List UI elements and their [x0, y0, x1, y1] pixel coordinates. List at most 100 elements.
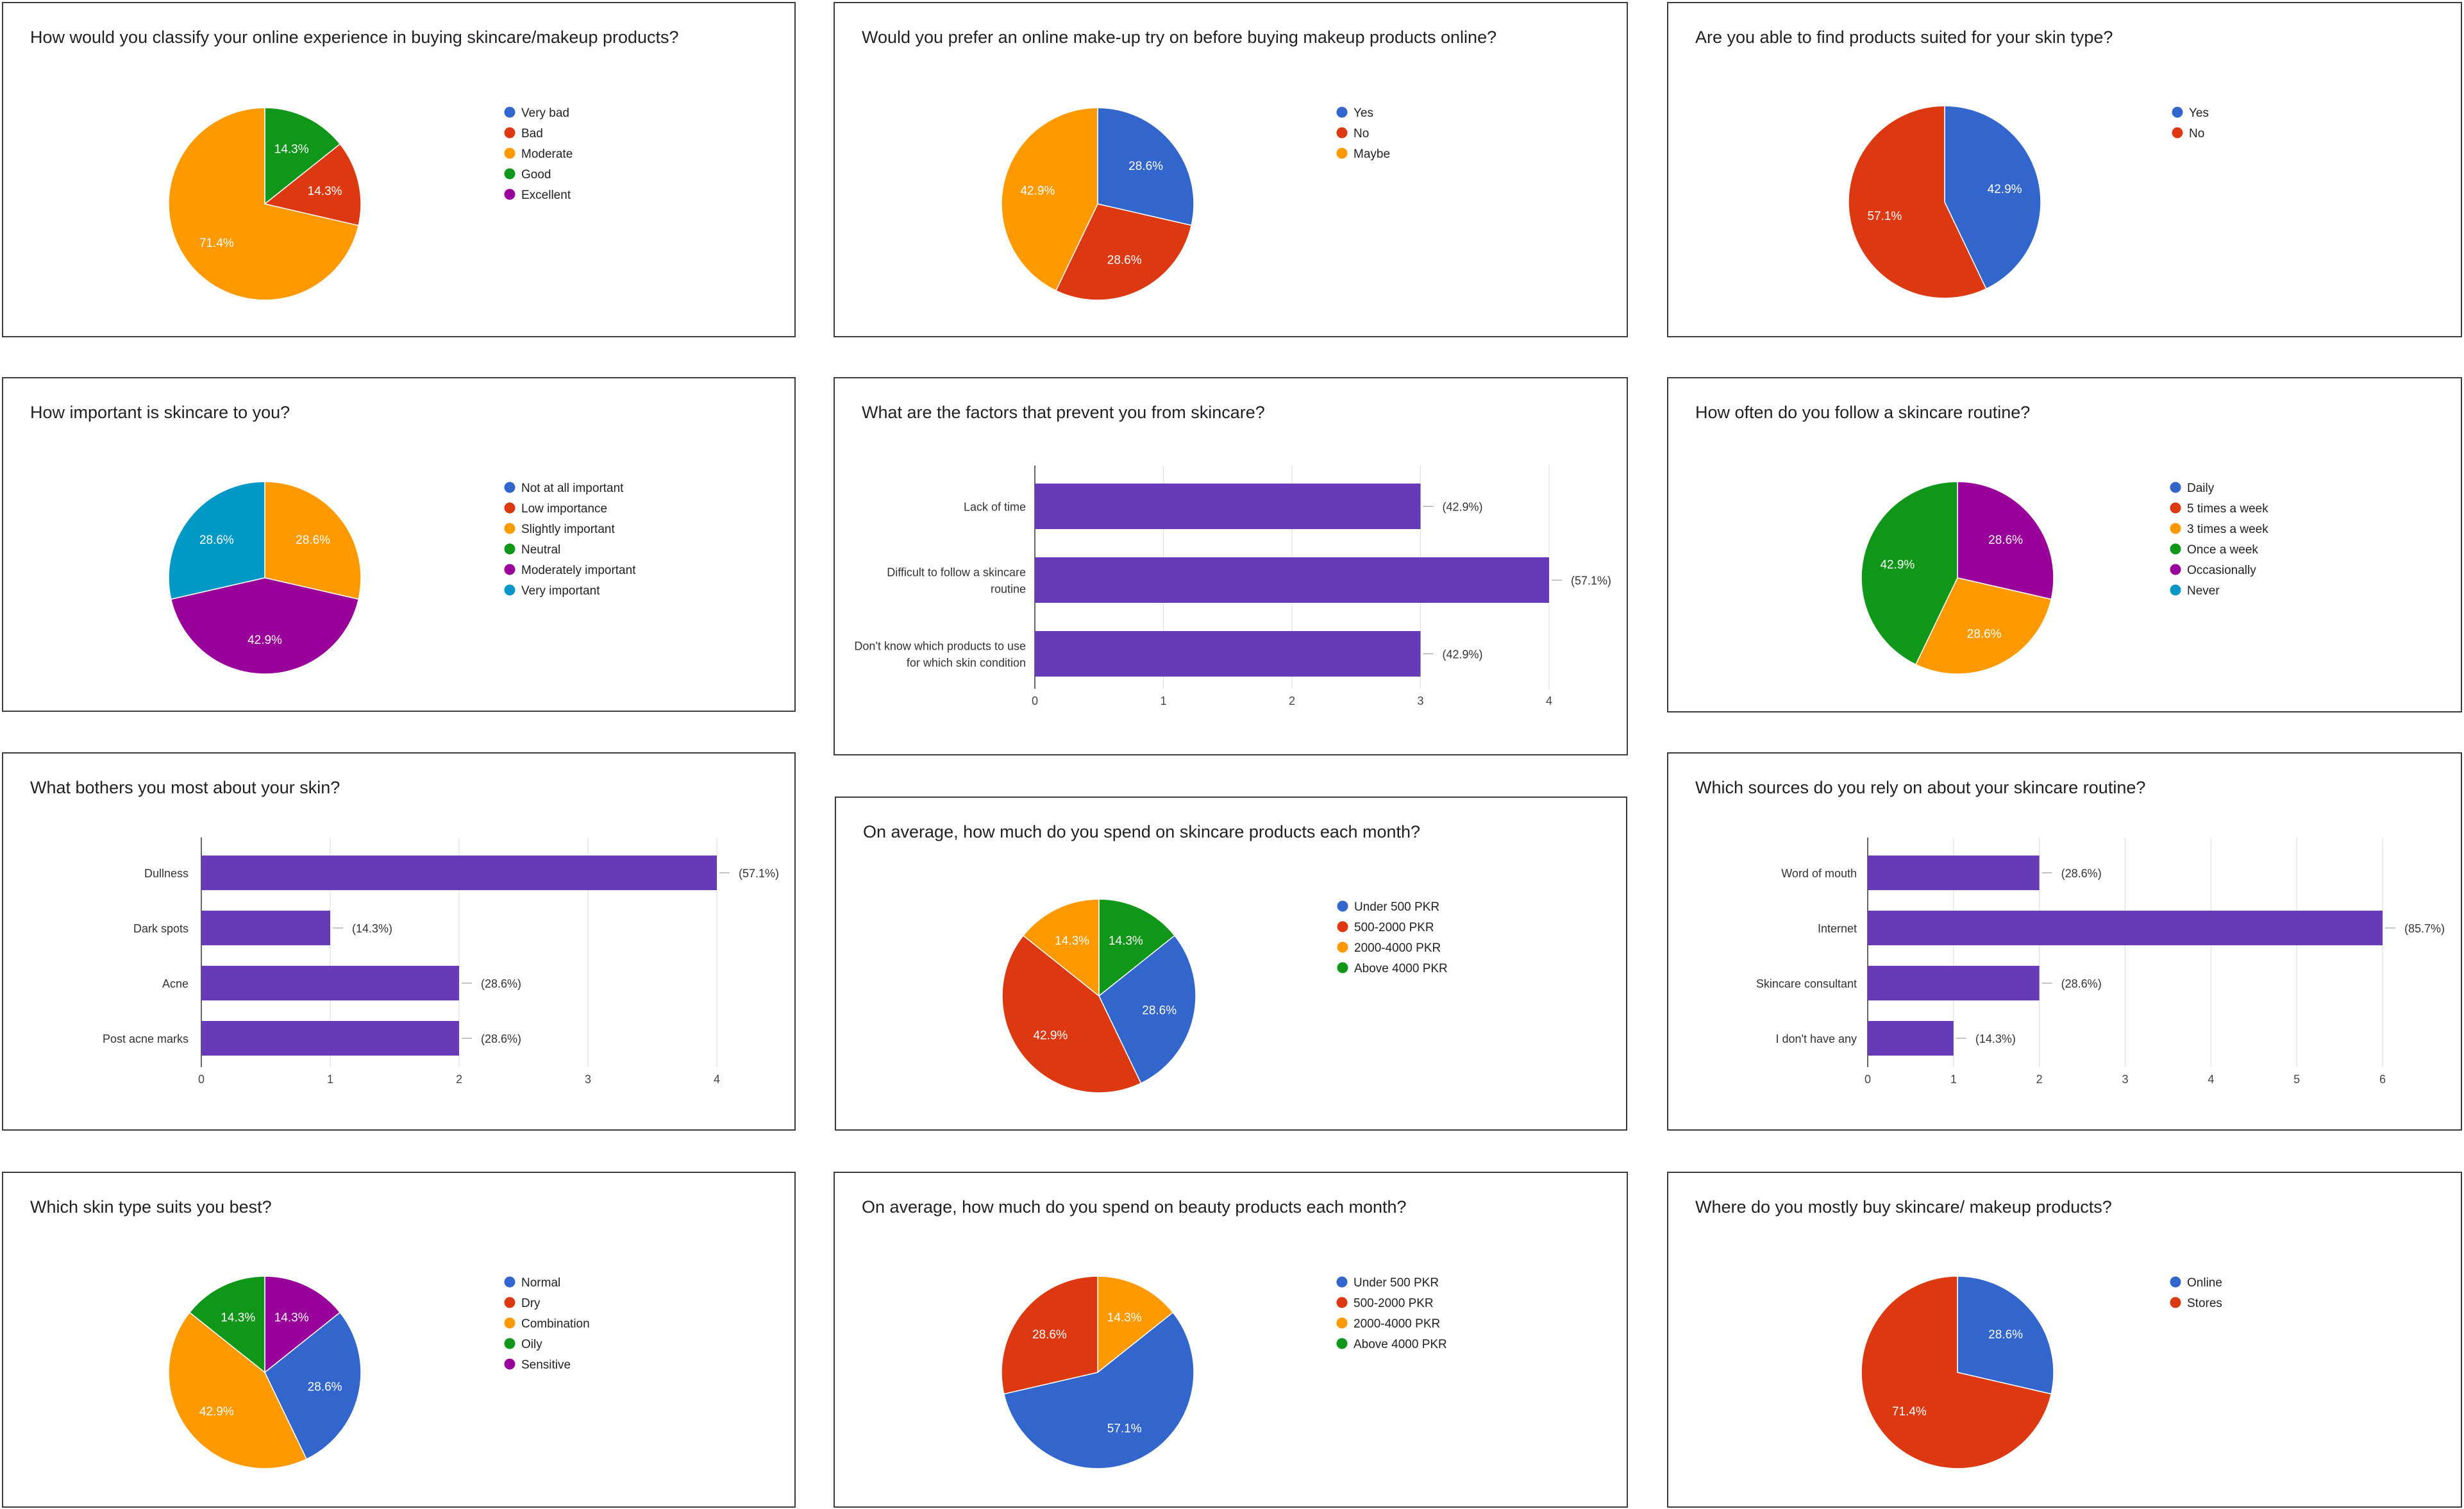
legend-swatch [2170, 1297, 2181, 1308]
pie-chart: 28.6% 28.6% 42.9% Yes No Maybe [1001, 106, 1390, 301]
legend-swatch [1337, 962, 1348, 974]
tick-label: 0 [1865, 1073, 1871, 1086]
pie-slice [1944, 105, 2041, 290]
chart-card-prevent-factors: What are the factors that prevent you fr… [834, 377, 1628, 755]
slice-label: 14.3% [1107, 1311, 1142, 1325]
tick-label: 1 [1160, 695, 1166, 707]
pie-slice [1861, 1276, 2052, 1469]
slice-label: 28.6% [1142, 1004, 1177, 1018]
pie-slice [1003, 1311, 1194, 1469]
legend-swatch [504, 482, 515, 493]
legend-swatch [504, 1276, 515, 1288]
bar-value-label: (28.6%) [2061, 867, 2102, 880]
legend-swatch [504, 543, 515, 555]
tick-label: 2 [2036, 1073, 2043, 1086]
legend-swatch [2170, 502, 2181, 514]
slice-label: 42.9% [199, 1405, 234, 1419]
legend-label: Daily [2187, 482, 2215, 495]
legend-swatch [504, 148, 515, 159]
tick-label: 3 [1417, 695, 1423, 707]
pie-slice [189, 1276, 265, 1374]
pie-chart: 28.6% 71.4% Online Stores [1861, 1276, 2222, 1469]
slice-label: 42.9% [247, 634, 282, 647]
slice-label: 28.6% [1128, 160, 1163, 173]
bar-value-label: (14.3%) [352, 922, 392, 935]
legend-label: Combination [521, 1317, 590, 1331]
pie-slice [1848, 105, 1987, 299]
chart-card-makeup-try-on: Would you prefer an online make-up try o… [834, 2, 1628, 337]
legend-label: Under 500 PKR [1354, 1276, 1439, 1290]
legend-label: Normal [521, 1276, 560, 1290]
tick-label: 4 [2208, 1073, 2214, 1086]
legend-label: Bad [521, 127, 543, 140]
pie-slice [1957, 481, 2054, 600]
bar-value-label: (57.1%) [1571, 575, 1611, 587]
slice-label: 14.3% [221, 1311, 255, 1325]
bar-chart: 0 1 2 3 4 (42.9%) Lack of time (57.1%) Difficult… [854, 466, 1611, 707]
pie-chart: 42.9% 57.1% Yes No [1848, 105, 2209, 299]
bar-value-label: (57.1%) [739, 867, 779, 880]
tick-label: 2 [456, 1073, 462, 1086]
tick-label: 2 [1289, 695, 1295, 707]
bar-value-label: (42.9%) [1443, 648, 1483, 661]
legend-swatch [504, 1338, 515, 1349]
pie-slice [1098, 898, 1176, 997]
legend-label: Above 4000 PKR [1354, 962, 1448, 975]
slice-label: 28.6% [296, 534, 330, 547]
bar-value-label: (14.3%) [1975, 1033, 2016, 1045]
category-label: routine [991, 583, 1026, 596]
legend-label: Dry [521, 1297, 541, 1310]
legend-swatch [2170, 564, 2181, 575]
tick-label: 0 [198, 1073, 205, 1086]
pie-slice [168, 1311, 308, 1469]
legend-label: Moderate [521, 148, 573, 161]
legend-label: Yes [1354, 106, 1373, 120]
legend-label: Occasionally [2187, 564, 2256, 577]
legend-label: No [2189, 127, 2204, 140]
legend-label: Under 500 PKR [1354, 900, 1439, 914]
slice-label: 28.6% [1032, 1328, 1067, 1342]
pie-slice [1915, 577, 2052, 675]
bar [1035, 631, 1421, 677]
slice-label: 14.3% [308, 185, 342, 198]
legend-swatch [2170, 1276, 2181, 1288]
bar [1035, 557, 1549, 603]
category-label: Post acne marks [103, 1033, 189, 1045]
legend-label: Moderately important [521, 564, 636, 577]
tick-label: 5 [2293, 1073, 2300, 1086]
legend-label: 500-2000 PKR [1354, 1297, 1434, 1310]
chart-card-online-experience: How would you classify your online exper… [2, 2, 796, 337]
bar-value-label: (42.9%) [1443, 501, 1483, 514]
pie-slice [264, 1311, 362, 1460]
slice-label: 42.9% [1020, 185, 1055, 198]
slice-label: 57.1% [1107, 1422, 1142, 1436]
chart-title: Where do you mostly buy skincare/ makeup… [1695, 1197, 2112, 1217]
slice-label: 71.4% [1892, 1405, 1927, 1419]
category-label: Internet [1818, 922, 1857, 935]
category-label: Acne [162, 977, 189, 990]
legend-swatch [2170, 543, 2181, 555]
legend-swatch [504, 584, 515, 596]
legend-label: Online [2187, 1276, 2222, 1290]
legend-label: Very important [521, 584, 600, 598]
legend-swatch [1336, 1338, 1348, 1349]
legend-label: Very bad [521, 106, 569, 120]
category-label: Difficult to follow a skincare [887, 566, 1026, 579]
chart-card-skincare-spend: On average, how much do you spend on ski… [835, 797, 1627, 1131]
chart-card-skin-type: Which skin type suits you best? 14.3% 28.6… [2, 1172, 796, 1508]
chart-card-routine-frequency: How often do you follow a skincare routi… [1667, 377, 2462, 712]
pie-slice [1022, 898, 1100, 997]
pie-slice [168, 107, 360, 301]
legend-label: Sensitive [521, 1358, 571, 1372]
legend-label: 5 times a week [2187, 502, 2268, 516]
bar-value-label: (28.6%) [481, 1033, 521, 1045]
slice-label: 14.3% [1055, 934, 1089, 948]
pie-slice [264, 107, 341, 205]
pie-slice [1097, 107, 1194, 226]
slice-label: 14.3% [274, 143, 309, 156]
legend-label: Once a week [2187, 543, 2258, 557]
pie-slice [1861, 481, 1958, 666]
chart-title: How would you classify your online exper… [30, 28, 679, 47]
chart-card-skincare-importance: How important is skincare to you? 28.6% 42… [2, 377, 796, 712]
legend-label: Excellent [521, 189, 571, 202]
